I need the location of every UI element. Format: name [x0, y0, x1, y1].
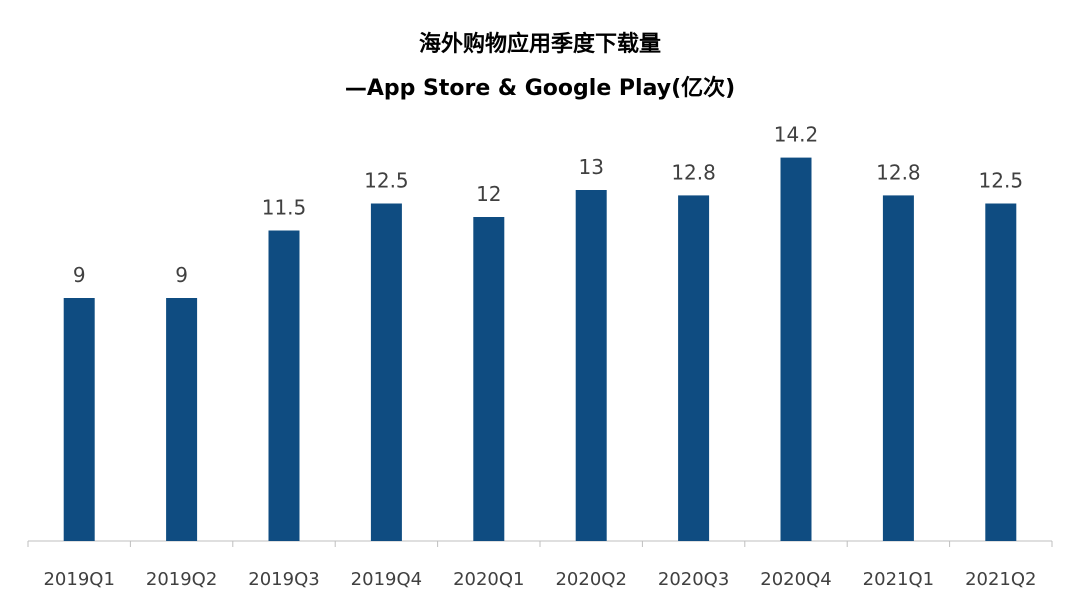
bar-2019Q4 [370, 203, 402, 541]
data-label-2021Q2: 12.5 [979, 169, 1024, 193]
data-label-2019Q4: 12.5 [364, 169, 409, 193]
data-label-2020Q3: 12.8 [671, 160, 716, 184]
bar-2020Q3 [678, 195, 710, 541]
data-label-2019Q1: 9 [73, 263, 86, 287]
data-label-2020Q1: 12 [476, 182, 501, 206]
x-tick-label-2019Q2: 2019Q2 [146, 569, 217, 590]
bar-2021Q2 [985, 203, 1017, 541]
bar-2020Q2 [575, 190, 607, 541]
x-tick-label-2021Q2: 2021Q2 [965, 569, 1036, 590]
data-label-2019Q3: 11.5 [262, 196, 307, 220]
x-tick-label-2020Q1: 2020Q1 [453, 569, 524, 590]
x-tick-label-2020Q4: 2020Q4 [760, 569, 831, 590]
x-tick-label-2019Q4: 2019Q4 [351, 569, 422, 590]
bar-2019Q1 [63, 298, 95, 541]
data-label-2020Q2: 13 [578, 155, 603, 179]
bar-2020Q1 [473, 217, 505, 541]
data-label-2019Q2: 9 [175, 263, 188, 287]
chart-subtitle: —App Store & Google Play(亿次) [344, 76, 736, 101]
chart-title: 海外购物应用季度下载量 [418, 32, 661, 57]
x-tick-label-2019Q3: 2019Q3 [248, 569, 319, 590]
bar-2019Q3 [268, 230, 300, 541]
x-tick-label-2021Q1: 2021Q1 [863, 569, 934, 590]
bar-2020Q4 [780, 157, 812, 541]
bar-2021Q1 [882, 195, 914, 541]
data-label-2020Q4: 14.2 [774, 123, 819, 147]
x-tick-label-2020Q2: 2020Q2 [555, 569, 626, 590]
x-tick-label-2019Q1: 2019Q1 [43, 569, 114, 590]
x-tick-label-2020Q3: 2020Q3 [658, 569, 729, 590]
data-label-2021Q1: 12.8 [876, 160, 921, 184]
bar-2019Q2 [166, 298, 198, 541]
